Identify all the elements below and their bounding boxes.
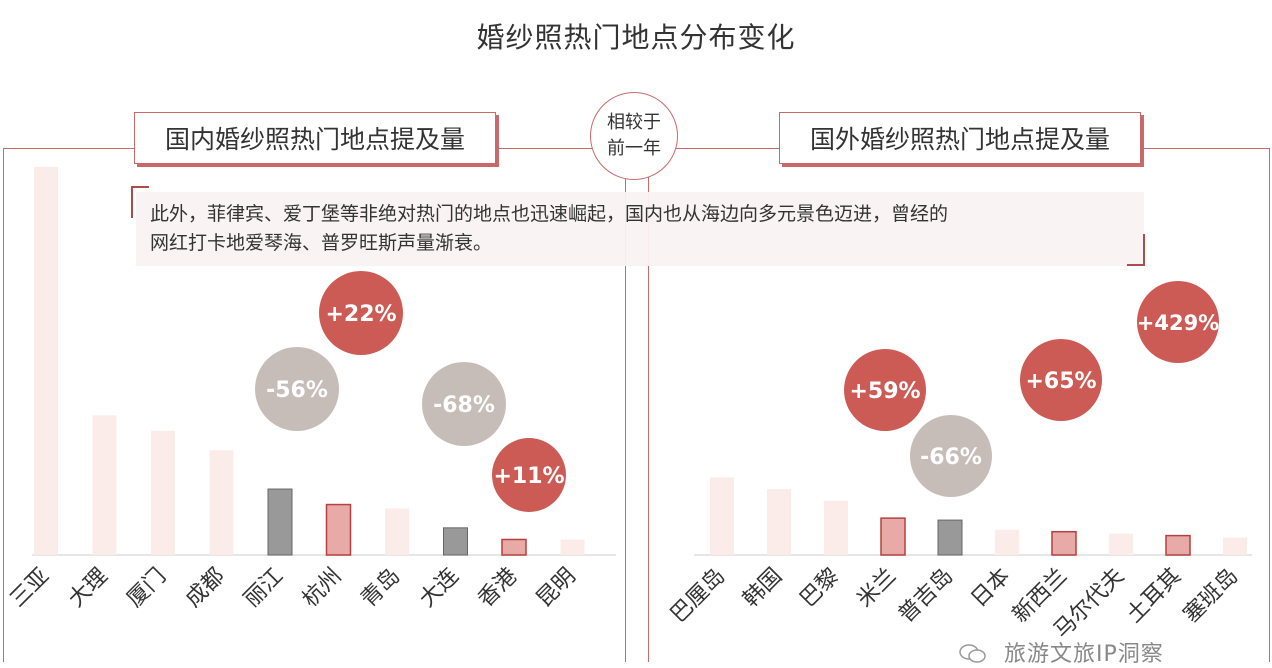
overseas-bar-8 (1109, 533, 1133, 555)
domestic-bar-3 (151, 430, 175, 555)
note-corner-top-left (131, 186, 149, 218)
overseas-bar-1 (710, 477, 734, 555)
overseas-tick-label-10: 塞班岛 (1179, 564, 1243, 628)
domestic-change-label-5: -56% (266, 378, 328, 403)
domestic-tick-label-6: 杭州 (298, 564, 347, 613)
domestic-bar-10 (560, 539, 585, 555)
domestic-tick-label-10: 昆明 (532, 564, 581, 613)
domestic-change-label-8: -68% (433, 393, 495, 418)
domestic-tick-label-4: 成都 (181, 564, 230, 613)
overseas-tick-label-2: 韩国 (738, 564, 787, 613)
note-line-1: 此外，菲律宾、爱丁堡等非绝对热门的地点也迅速崛起，国内也从海边向多元景色迈进，曾… (150, 203, 949, 225)
overseas-change-label-9: +429% (1137, 311, 1219, 335)
domestic-change-label-9: +11% (493, 464, 564, 489)
compare-badge-line2: 前一年 (607, 138, 661, 159)
overseas-tick-label-9: 土耳其 (1122, 564, 1186, 628)
overseas-change-label-4: +59% (849, 379, 920, 404)
overseas-tick-label-6: 日本 (966, 564, 1015, 613)
domestic-bar-1 (34, 167, 58, 555)
overseas-bar-5 (937, 519, 963, 556)
domestic-change-bubble-9 (492, 438, 566, 512)
overseas-bar-4 (880, 517, 906, 556)
page-title: 婚纱照热门地点分布变化 (476, 21, 796, 54)
overseas-change-bubble-7 (1020, 339, 1102, 421)
domestic-tick-label-2: 大理 (64, 564, 113, 613)
overseas-change-bubble-4 (844, 349, 926, 431)
overseas-chart-title: 国外婚纱照热门地点提及量 (779, 112, 1141, 164)
domestic-bar-4 (209, 450, 234, 555)
overseas-change-label-7: +65% (1025, 369, 1096, 394)
domestic-bar-8 (443, 527, 468, 556)
overseas-bar-9 (1165, 534, 1191, 556)
overseas-bar-2 (767, 489, 791, 555)
overseas-change-bubble-5 (910, 415, 992, 497)
domestic-tick-label-9: 香港 (473, 564, 522, 613)
note-box: 此外，菲律宾、爱丁堡等非绝对热门的地点也迅速崛起，国内也从海边向多元景色迈进，曾… (136, 192, 1144, 266)
overseas-bar-7 (1051, 530, 1077, 556)
overseas-tick-label-3: 巴黎 (795, 564, 844, 613)
domestic-tick-label-8: 大连 (415, 564, 464, 613)
wechat-icon (959, 644, 986, 663)
domestic-change-label-6: +22% (325, 302, 396, 327)
domestic-bar-6 (325, 503, 352, 556)
compare-badge: 相较于 前一年 (590, 92, 678, 180)
note-line-2: 网红打卡地爱琴海、普罗旺斯声量渐衰。 (150, 232, 493, 254)
domestic-tick-label-3: 厦门 (122, 564, 171, 613)
domestic-bar-9 (501, 538, 527, 556)
overseas-bar-6 (995, 529, 1019, 555)
overseas-change-bubble-9 (1137, 281, 1219, 363)
domestic-chart-title: 国内婚纱照热门地点提及量 (134, 112, 496, 164)
overseas-bar-3 (824, 500, 848, 555)
domestic-tick-label-7: 青岛 (356, 564, 405, 613)
overseas-tick-label-1: 巴厘岛 (666, 564, 730, 628)
domestic-change-bubble-5 (255, 347, 339, 431)
domestic-tick-label-1: 三亚 (5, 564, 54, 613)
compare-badge-line1: 相较于 (607, 112, 661, 133)
domestic-tick-label-5: 丽江 (239, 564, 288, 613)
domestic-bar-7 (385, 508, 409, 555)
domestic-bar-2 (92, 415, 117, 555)
overseas-tick-label-4: 米兰 (852, 564, 901, 613)
domestic-change-bubble-6 (319, 271, 403, 355)
overseas-change-label-5: -66% (920, 445, 982, 470)
watermark: 旅游文旅IP洞察 (1004, 636, 1164, 668)
note-corner-bottom-right (1127, 234, 1145, 266)
watermark-text: 旅游文旅IP洞察 (1004, 642, 1164, 667)
overseas-bar-10 (1223, 537, 1247, 555)
overseas-tick-label-5: 普吉岛 (894, 564, 958, 628)
domestic-change-bubble-8 (422, 362, 506, 446)
domestic-bar-5 (267, 488, 293, 556)
